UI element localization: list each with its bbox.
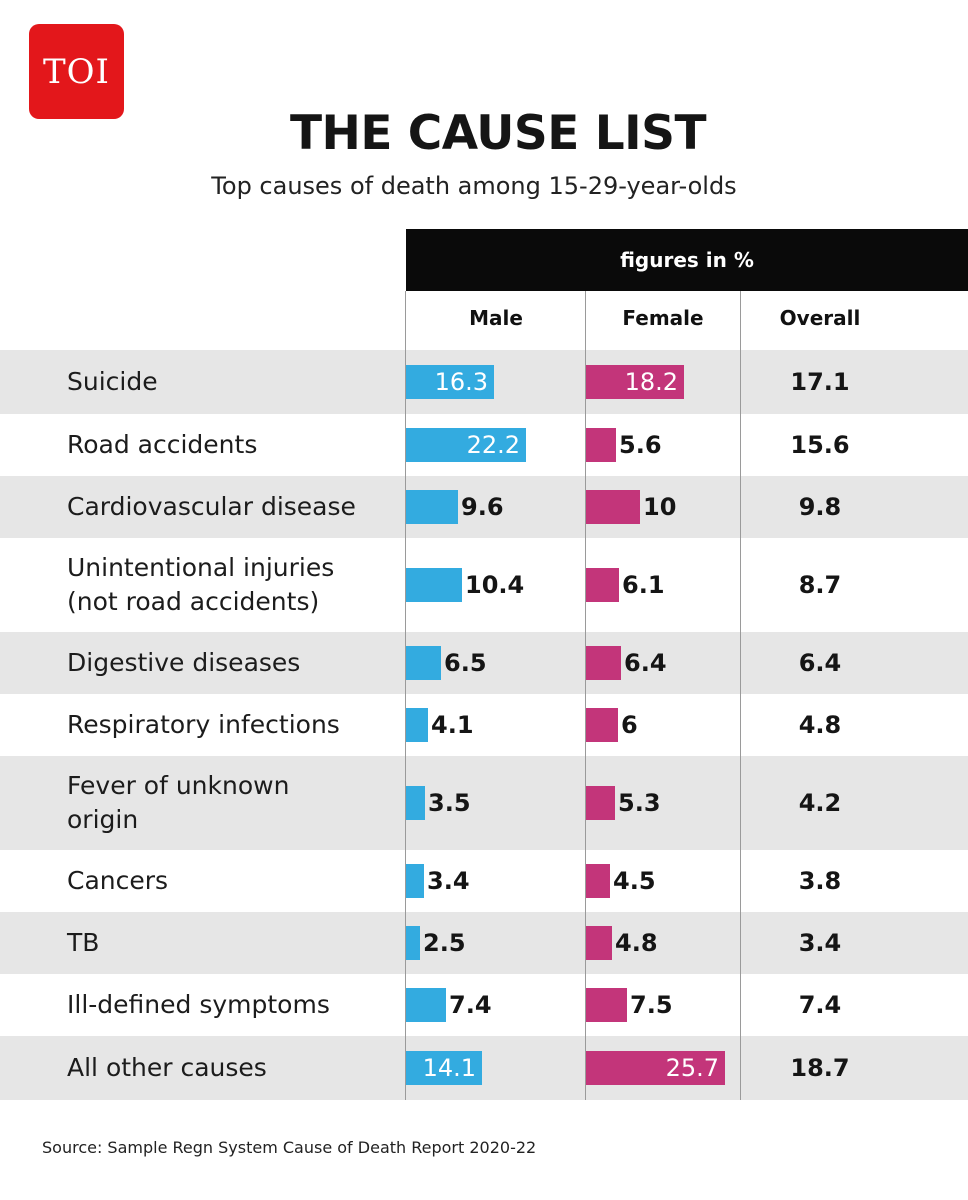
overall-value: 8.7 bbox=[798, 571, 842, 599]
female-bar bbox=[586, 568, 619, 602]
overall-value: 17.1 bbox=[790, 368, 850, 396]
table-row: Digestive diseases 6.5 6.4 6.4 bbox=[0, 632, 968, 694]
table-row: Unintentional injuries (not road accident… bbox=[0, 538, 968, 632]
female-value-label: 5.6 bbox=[619, 431, 662, 459]
table-row: Ill-defined symptoms 7.4 7.5 7.4 bbox=[0, 974, 968, 1036]
female-value-label: 10 bbox=[643, 493, 677, 521]
overall-value: 9.8 bbox=[798, 493, 842, 521]
female-bar bbox=[586, 708, 618, 742]
overall-value: 3.4 bbox=[798, 929, 842, 957]
overall-value: 6.4 bbox=[798, 649, 842, 677]
male-bar bbox=[406, 926, 420, 960]
female-bar bbox=[586, 365, 684, 399]
table-row: Respiratory infections 4.1 6 4.8 bbox=[0, 694, 968, 756]
male-value-label: 4.1 bbox=[431, 711, 474, 739]
category-label: Respiratory infections bbox=[67, 710, 340, 739]
divider-male bbox=[405, 291, 406, 1100]
overall-value: 15.6 bbox=[790, 431, 850, 459]
male-value-label: 9.6 bbox=[461, 493, 504, 521]
female-value-label: 4.8 bbox=[615, 929, 658, 957]
female-bar bbox=[586, 1051, 725, 1085]
overall-value: 18.7 bbox=[790, 1054, 850, 1082]
logo-text: TOI bbox=[43, 51, 110, 92]
divider-overall bbox=[740, 291, 741, 1100]
chart-title: THE CAUSE LIST bbox=[289, 106, 707, 161]
male-bar bbox=[406, 864, 424, 898]
chart-subtitle: Top causes of death among 15-29-year-old… bbox=[211, 172, 737, 200]
female-bar bbox=[586, 988, 627, 1022]
column-header-female: Female bbox=[622, 306, 704, 330]
column-header-male: Male bbox=[469, 306, 523, 330]
female-bar bbox=[586, 786, 615, 820]
column-header-overall: Overall bbox=[779, 306, 861, 330]
female-value-label: 6.4 bbox=[624, 649, 667, 677]
category-label: Cancers bbox=[67, 866, 169, 895]
female-value-label: 25.7 bbox=[665, 1054, 719, 1082]
female-value-label: 4.5 bbox=[613, 867, 656, 895]
category-label: Suicide bbox=[67, 367, 158, 396]
male-value-label: 7.4 bbox=[449, 991, 492, 1019]
male-value-label: 3.5 bbox=[428, 789, 471, 817]
male-bar bbox=[406, 428, 526, 462]
female-value-label: 6 bbox=[621, 711, 638, 739]
male-bar bbox=[406, 786, 425, 820]
table-row: Cardiovascular disease 9.6 10 9.8 bbox=[0, 476, 968, 538]
toi-logo: TOI bbox=[29, 24, 124, 119]
table-row: Fever of unknown origin 3.5 5.3 4.2 bbox=[0, 756, 968, 850]
female-value-label: 6.1 bbox=[622, 571, 665, 599]
overall-value: 3.8 bbox=[798, 867, 842, 895]
female-bar bbox=[586, 428, 616, 462]
units-header: figures in % bbox=[406, 229, 968, 291]
divider-female bbox=[585, 291, 586, 1100]
male-value-label: 2.5 bbox=[423, 929, 466, 957]
male-value-label: 22.2 bbox=[466, 431, 520, 459]
category-label: All other causes bbox=[67, 1053, 267, 1082]
table-row: All other causes 14.1 25.7 18.7 bbox=[0, 1036, 968, 1100]
female-value-label: 5.3 bbox=[618, 789, 661, 817]
female-value-label: 7.5 bbox=[630, 991, 673, 1019]
female-bar bbox=[586, 490, 640, 524]
male-bar bbox=[406, 490, 458, 524]
female-value-label: 18.2 bbox=[624, 368, 678, 396]
male-bar bbox=[406, 708, 428, 742]
male-value-label: 6.5 bbox=[444, 649, 487, 677]
category-label: TB bbox=[67, 928, 100, 957]
male-bar bbox=[406, 365, 494, 399]
category-label: Ill-defined symptoms bbox=[67, 990, 330, 1019]
table-row: Road accidents 22.2 5.6 15.6 bbox=[0, 414, 968, 476]
overall-value: 4.2 bbox=[798, 789, 842, 817]
table-row: TB 2.5 4.8 3.4 bbox=[0, 912, 968, 974]
category-label: Road accidents bbox=[67, 430, 258, 459]
category-label: Unintentional injuries (not road accident… bbox=[67, 553, 335, 616]
female-bar bbox=[586, 646, 621, 680]
table-row: Cancers 3.4 4.5 3.8 bbox=[0, 850, 968, 912]
category-label: Cardiovascular disease bbox=[67, 492, 356, 521]
category-label: Digestive diseases bbox=[67, 648, 301, 677]
male-bar bbox=[406, 568, 462, 602]
category-label: Fever of unknown origin bbox=[67, 771, 290, 834]
units-note: figures in % bbox=[620, 248, 754, 272]
source-note: Source: Sample Regn System Cause of Deat… bbox=[42, 1138, 537, 1157]
male-bar bbox=[406, 988, 446, 1022]
male-bar bbox=[406, 646, 441, 680]
table-row: Suicide 16.3 18.2 17.1 bbox=[0, 350, 968, 414]
male-bar bbox=[406, 1051, 482, 1085]
overall-value: 7.4 bbox=[798, 991, 842, 1019]
male-value-label: 14.1 bbox=[422, 1054, 476, 1082]
female-bar bbox=[586, 926, 612, 960]
female-bar bbox=[586, 864, 610, 898]
male-value-label: 10.4 bbox=[465, 571, 525, 599]
overall-value: 4.8 bbox=[798, 711, 842, 739]
male-value-label: 3.4 bbox=[427, 867, 470, 895]
male-value-label: 16.3 bbox=[434, 368, 488, 396]
